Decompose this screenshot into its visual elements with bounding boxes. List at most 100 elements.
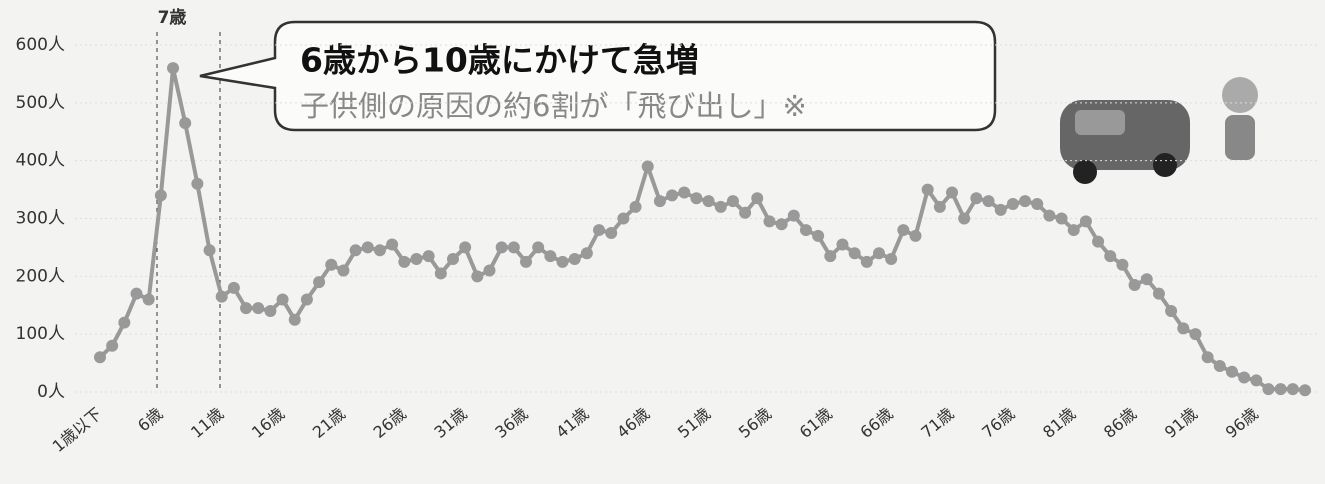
point bbox=[1202, 351, 1214, 363]
x-tick-label: 71歳 bbox=[917, 404, 957, 442]
x-tick-label: 36歳 bbox=[491, 404, 531, 442]
point bbox=[678, 186, 690, 198]
point bbox=[897, 224, 909, 236]
point bbox=[849, 247, 861, 259]
x-tick-label: 86歳 bbox=[1100, 404, 1140, 442]
point bbox=[1153, 288, 1165, 300]
point bbox=[1238, 372, 1250, 384]
point bbox=[1043, 210, 1055, 222]
y-tick-label: 200人 bbox=[16, 266, 65, 286]
annotation: 7歳 bbox=[158, 7, 187, 28]
x-tick-label: 41歳 bbox=[552, 404, 592, 442]
chart: 7歳 6歳から10歳にかけて急増 子供側の原因の約6割が「飛び出し」※ 0人10… bbox=[0, 0, 1325, 484]
point bbox=[350, 244, 362, 256]
y-tick-label: 100人 bbox=[16, 324, 65, 344]
point bbox=[1214, 360, 1226, 372]
point bbox=[763, 215, 775, 227]
point bbox=[1299, 384, 1311, 396]
point bbox=[739, 207, 751, 219]
point bbox=[1262, 383, 1274, 395]
point bbox=[751, 192, 763, 204]
x-tick-label: 16歳 bbox=[248, 404, 288, 442]
point bbox=[374, 244, 386, 256]
page: {"chart_data": {"type": "line", "annotat… bbox=[0, 0, 1325, 484]
point bbox=[690, 192, 702, 204]
point bbox=[1250, 374, 1262, 386]
y-tick-label: 400人 bbox=[16, 151, 65, 171]
point bbox=[1189, 328, 1201, 340]
x-tick-label: 81歳 bbox=[1039, 404, 1079, 442]
point bbox=[471, 270, 483, 282]
point bbox=[191, 178, 203, 190]
point bbox=[532, 241, 544, 253]
y-tick-label: 300人 bbox=[16, 209, 65, 229]
point bbox=[131, 288, 143, 300]
x-tick-label: 61歳 bbox=[796, 404, 836, 442]
point bbox=[483, 265, 495, 277]
point bbox=[958, 213, 970, 225]
point bbox=[642, 160, 654, 172]
point bbox=[922, 184, 934, 196]
point bbox=[167, 62, 179, 74]
point bbox=[1056, 213, 1068, 225]
point bbox=[423, 250, 435, 262]
point bbox=[1226, 366, 1238, 378]
point bbox=[544, 250, 556, 262]
point bbox=[727, 195, 739, 207]
point bbox=[155, 189, 167, 201]
illustration bbox=[1060, 77, 1258, 184]
y-tick-label: 0人 bbox=[37, 382, 65, 402]
point bbox=[703, 195, 715, 207]
point bbox=[593, 224, 605, 236]
point bbox=[605, 227, 617, 239]
point bbox=[1116, 259, 1128, 271]
point bbox=[836, 239, 848, 251]
point bbox=[617, 213, 629, 225]
point bbox=[362, 241, 374, 253]
x-tick-label: 1歳以下 bbox=[49, 404, 106, 456]
point bbox=[118, 317, 130, 329]
point bbox=[337, 265, 349, 277]
point bbox=[386, 239, 398, 251]
point bbox=[800, 224, 812, 236]
point bbox=[1129, 279, 1141, 291]
point bbox=[1287, 383, 1299, 395]
point bbox=[569, 253, 581, 265]
point bbox=[557, 256, 569, 268]
point bbox=[410, 253, 422, 265]
point bbox=[1275, 383, 1287, 395]
point bbox=[1141, 273, 1153, 285]
point bbox=[240, 302, 252, 314]
point bbox=[1104, 250, 1116, 262]
point bbox=[1068, 224, 1080, 236]
x-tick-label: 51歳 bbox=[674, 404, 714, 442]
point bbox=[970, 192, 982, 204]
x-tick-label: 91歳 bbox=[1161, 404, 1201, 442]
x-tick-label: 26歳 bbox=[370, 404, 410, 442]
x-tick-label: 6歳 bbox=[134, 404, 166, 435]
point bbox=[873, 247, 885, 259]
x-tick-label: 66歳 bbox=[857, 404, 897, 442]
point bbox=[1080, 215, 1092, 227]
point bbox=[228, 282, 240, 294]
point bbox=[1177, 322, 1189, 334]
point bbox=[216, 291, 228, 303]
point bbox=[1031, 198, 1043, 210]
point bbox=[995, 204, 1007, 216]
point bbox=[496, 241, 508, 253]
point bbox=[715, 201, 727, 213]
point bbox=[264, 305, 276, 317]
point bbox=[983, 195, 995, 207]
point bbox=[934, 201, 946, 213]
x-tick-label: 96歳 bbox=[1222, 404, 1262, 442]
x-tick-label: 21歳 bbox=[309, 404, 349, 442]
x-tick-label: 76歳 bbox=[978, 404, 1018, 442]
point bbox=[435, 267, 447, 279]
point bbox=[812, 230, 824, 242]
point bbox=[447, 253, 459, 265]
point bbox=[520, 256, 532, 268]
point bbox=[910, 230, 922, 242]
x-tick-label: 11歳 bbox=[187, 404, 227, 442]
callout-title: 6歳から10歳にかけて急増 bbox=[300, 41, 699, 80]
point bbox=[313, 276, 325, 288]
